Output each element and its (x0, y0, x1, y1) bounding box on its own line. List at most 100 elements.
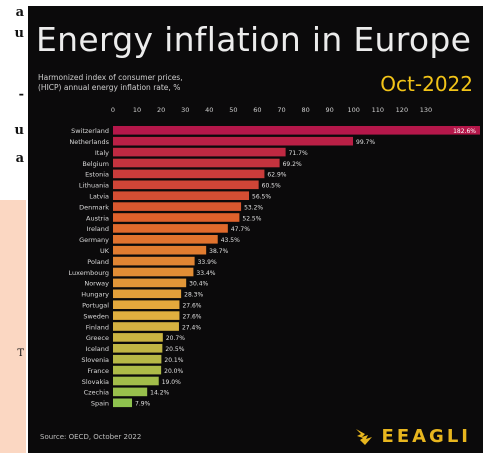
side-text-fragment: - (18, 87, 24, 102)
value-label: 71.7% (289, 150, 308, 157)
left-strip (0, 0, 28, 200)
value-label: 20.5% (165, 346, 184, 353)
category-label: Denmark (79, 203, 109, 211)
value-label: 47.7% (231, 226, 250, 233)
x-tick-label: 80 (301, 106, 309, 114)
bar (113, 180, 259, 190)
value-label: 43.5% (221, 237, 240, 244)
bar (113, 224, 228, 233)
infographic-card: Energy inflation in Europe Harmonized in… (28, 6, 483, 453)
brand-name: EEAGLI (381, 425, 471, 447)
category-label: Italy (95, 149, 109, 157)
value-label: 33.4% (196, 270, 215, 277)
value-label: 52.5% (242, 215, 261, 222)
bar (113, 191, 250, 200)
bar (113, 289, 182, 299)
category-label: Lithuania (79, 182, 109, 190)
side-text-fragment: a (15, 151, 24, 166)
left-peach-panel (0, 200, 26, 453)
x-tick-label: 0 (111, 106, 115, 114)
bar (113, 376, 159, 386)
x-tick-label: 60 (253, 106, 261, 114)
category-label: Estonia (85, 171, 109, 179)
value-label: 28.3% (184, 292, 203, 299)
chart-title: Energy inflation in Europe (36, 20, 472, 59)
category-label: Ireland (87, 225, 109, 233)
category-label: Greece (86, 334, 109, 342)
category-label: France (87, 367, 109, 375)
category-label: Netherlands (69, 138, 109, 146)
value-label: 56.5% (252, 194, 271, 201)
bar (113, 267, 194, 277)
category-label: Switzerland (71, 127, 109, 135)
brand-logo: EEAGLI (354, 425, 471, 447)
category-label: UK (100, 247, 110, 255)
category-label: Norway (84, 280, 109, 288)
value-label: 53.2% (244, 204, 263, 211)
bar (113, 126, 480, 135)
x-tick-label: 90 (326, 106, 334, 114)
value-label: 99.7% (356, 139, 375, 146)
bar (113, 365, 162, 375)
bar (113, 398, 133, 408)
value-label: 27.6% (182, 303, 201, 310)
bar (113, 300, 180, 309)
value-label: 69.2% (283, 161, 302, 168)
x-tick-label: 30 (181, 106, 189, 114)
category-label: Belgium (82, 160, 109, 168)
x-tick-label: 100 (348, 106, 360, 114)
value-label: 27.4% (182, 324, 201, 331)
x-tick-label: 120 (396, 106, 408, 114)
bar (113, 202, 242, 211)
eagle-icon (355, 429, 372, 445)
category-label: Austria (86, 214, 109, 222)
value-label: 27.6% (182, 313, 201, 320)
category-label: Czechia (84, 389, 109, 397)
category-label: Poland (87, 258, 109, 266)
side-text-fragment: a (15, 5, 24, 20)
bar (113, 311, 180, 320)
value-label: 20.1% (164, 357, 183, 364)
bar (113, 213, 240, 222)
value-label: 62.9% (267, 172, 286, 179)
bar (113, 245, 207, 255)
bar (113, 322, 179, 331)
category-label: Hungary (81, 291, 109, 299)
value-label: 7.9% (135, 401, 151, 408)
bar (113, 136, 354, 146)
chart-subtitle: Harmonized index of consumer prices, (HI… (38, 73, 183, 92)
bar-chart: 0 10 20 30 40 50 60 70 80 90 100 110 120 130 Switzerla… (68, 106, 480, 408)
category-label: Spain (91, 400, 109, 408)
category-label: Finland (86, 323, 109, 331)
side-text-fragment: T (17, 348, 24, 359)
category-label: Sweden (83, 312, 109, 320)
bar (113, 158, 280, 168)
category-label: Portugal (82, 302, 109, 310)
bar (113, 147, 286, 157)
side-text-fragment: u (14, 123, 24, 138)
value-label: 20.0% (164, 368, 183, 375)
bar (113, 235, 218, 244)
value-label: 14.2% (150, 390, 169, 397)
category-label: Slovakia (82, 378, 109, 386)
chart-date: Oct-2022 (380, 72, 473, 96)
x-tick-label: 10 (133, 106, 141, 114)
x-tick-label: 130 (420, 106, 432, 114)
category-label: Iceland (85, 345, 109, 353)
x-tick-label: 20 (157, 106, 165, 114)
bar (113, 333, 163, 342)
x-tick-label: 110 (372, 106, 384, 114)
category-label: Germany (79, 236, 109, 244)
value-label: 30.4% (189, 281, 208, 288)
x-tick-label: 70 (277, 106, 285, 114)
x-tick-label: 50 (229, 106, 237, 114)
value-label: 19.0% (162, 379, 181, 386)
value-label: 182.6% (453, 128, 476, 135)
value-label: 60.5% (262, 183, 281, 190)
value-label: 20.7% (166, 335, 185, 342)
value-label: 38.7% (209, 248, 228, 255)
bar (113, 169, 265, 179)
category-label: Luxembourg (68, 269, 109, 277)
side-text-fragment: u (14, 26, 24, 41)
bar (113, 344, 163, 353)
